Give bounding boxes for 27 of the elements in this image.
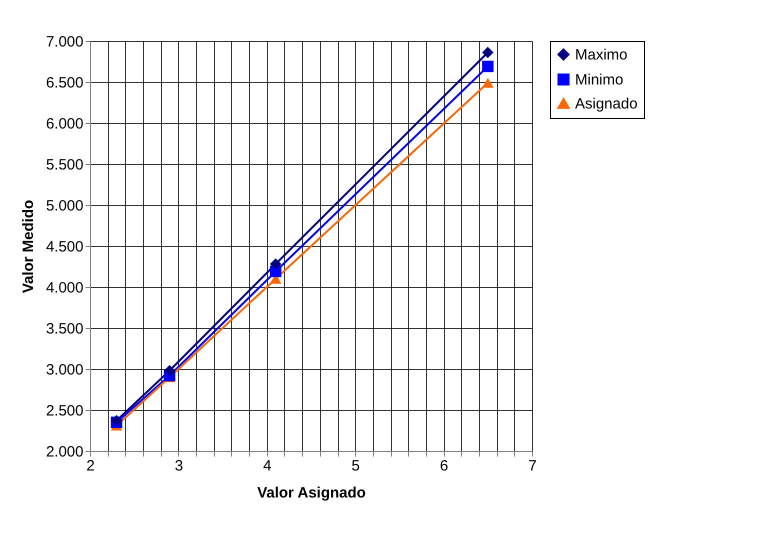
point [482,78,494,88]
y-tick-label: 4.000 [46,280,84,296]
y-tick-label: 6.000 [46,116,84,132]
y-tick-label: 2.000 [46,444,84,460]
y-tick-label: 4.500 [46,238,84,256]
point [270,258,282,270]
y-tick-label: 6.500 [46,74,84,92]
x-tick-label: 4 [263,458,272,474]
legend-label: Minimo [575,72,624,88]
legend-label: Maximo [575,46,628,64]
y-tick-label: 5.000 [46,198,84,214]
y-tick-label: 5.500 [46,156,84,174]
point [482,60,494,72]
point [482,46,494,58]
y-tick-label: 3.500 [46,320,84,338]
x-tick-label: 5 [352,458,360,474]
x-tick-label: 2 [86,458,95,474]
point [164,364,176,376]
x-tick-label: 3 [174,458,184,474]
x-tick-label: 6 [440,458,448,474]
x-tick-label: 7 [528,458,537,474]
y-tick-label: 3.000 [46,362,84,378]
legend-label: Asignado [575,96,638,112]
x-axis-title: Valor Asignado [257,484,366,502]
y-axis-title: Valor Medido [20,200,37,294]
y-tick-label: 7.000 [46,34,84,50]
y-tick-label: 2.500 [46,402,84,420]
